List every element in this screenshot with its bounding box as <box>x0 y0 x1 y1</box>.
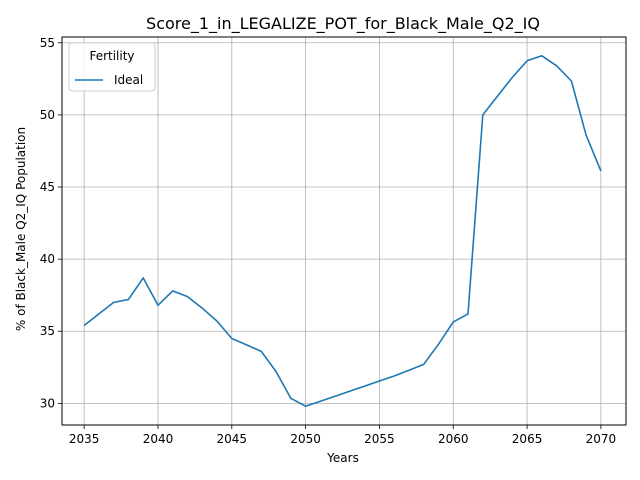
y-tick-label: 55 <box>40 36 55 50</box>
y-tick-label: 50 <box>40 108 55 122</box>
x-tick-label: 2050 <box>290 432 321 446</box>
y-tick-label: 30 <box>40 396 55 410</box>
plot-area-frame <box>61 36 627 426</box>
series-layer <box>83 54 602 408</box>
legend-box <box>68 42 156 92</box>
series-line-ideal <box>83 54 602 408</box>
grid <box>62 37 626 425</box>
x-tick-label: 2065 <box>512 432 543 446</box>
x-tick-label: 2035 <box>69 432 100 446</box>
x-tick-label: 2045 <box>217 432 248 446</box>
chart-title: Score_1_in_LEGALIZE_POT_for_Black_Male_Q… <box>146 14 540 34</box>
y-tick-label: 35 <box>40 324 55 338</box>
x-tick-label: 2055 <box>364 432 395 446</box>
x-axis-label: Years <box>326 451 359 465</box>
y-axis-label: % of Black_Male Q2_IQ Population <box>14 127 28 331</box>
x-tick-label: 2070 <box>586 432 617 446</box>
legend: Fertility Ideal <box>68 42 156 92</box>
ticks: 2035 2040 2045 2050 2055 2060 2065 2070 30 35 40 45… <box>40 36 616 446</box>
x-tick-label: 2060 <box>438 432 469 446</box>
y-tick-label: 45 <box>40 180 55 194</box>
legend-title: Fertility <box>89 49 134 63</box>
y-tick-label: 40 <box>40 252 55 266</box>
x-tick-label: 2040 <box>143 432 174 446</box>
legend-entry-ideal: Ideal <box>114 73 143 87</box>
